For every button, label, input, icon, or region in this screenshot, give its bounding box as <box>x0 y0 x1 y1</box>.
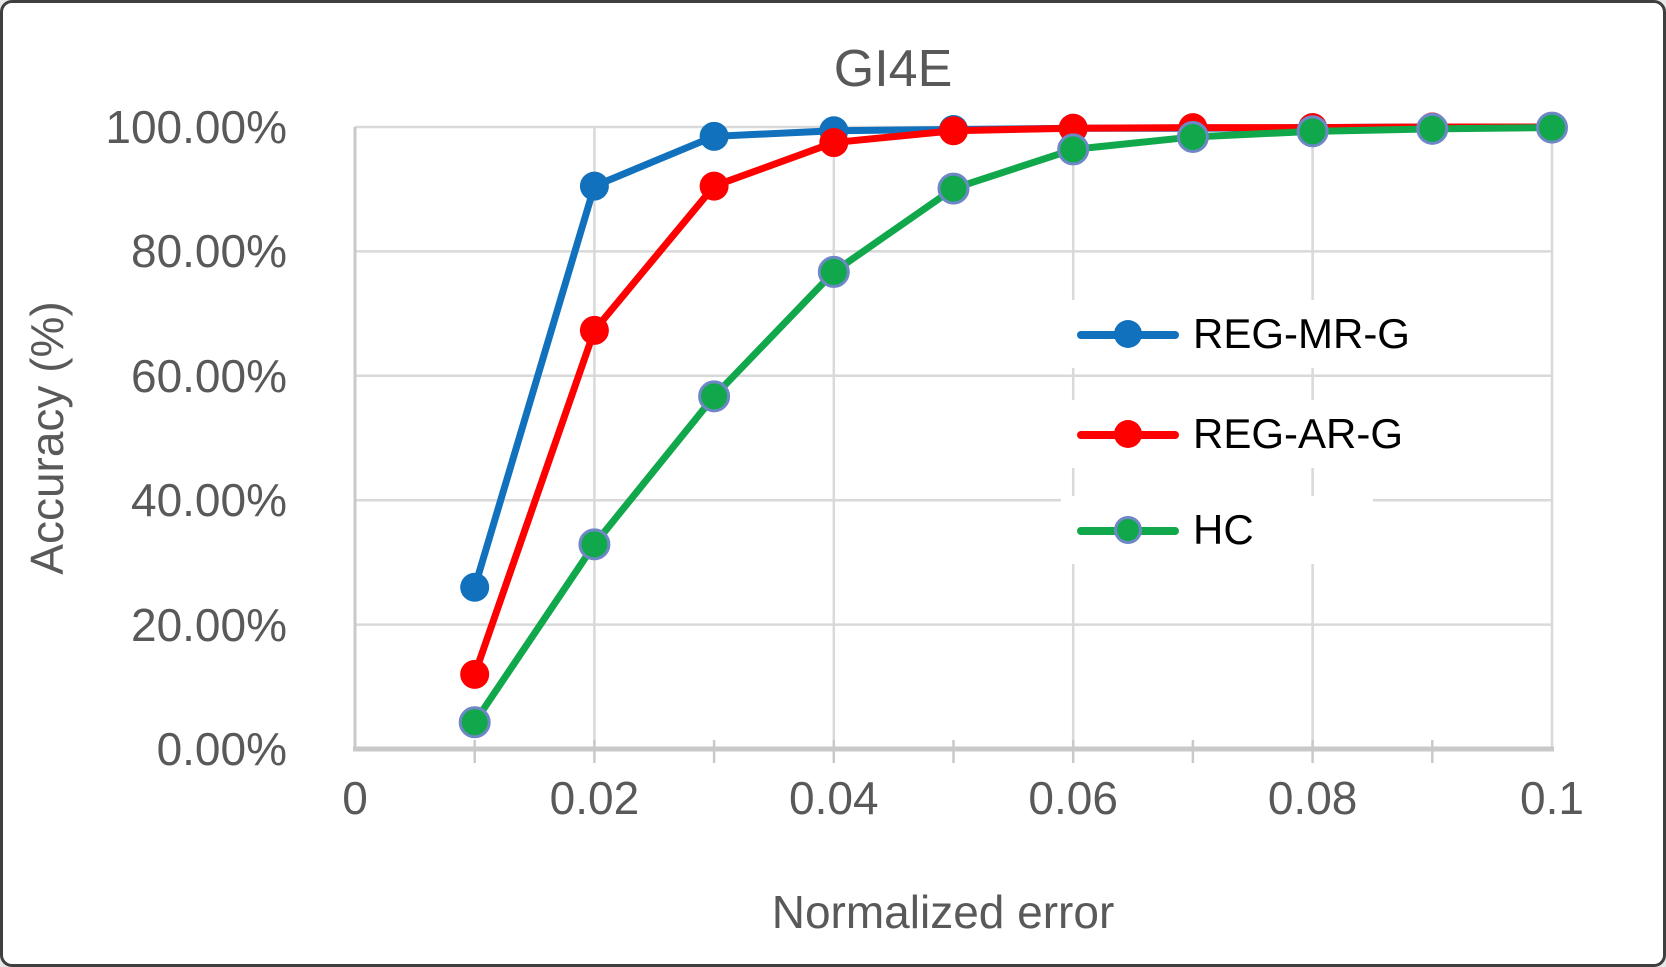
x-axis-title: Normalized error <box>771 886 1115 938</box>
y-tick-label: 0.00% <box>156 723 287 775</box>
data-point-marker <box>819 128 849 158</box>
x-tick-label: 0.06 <box>1028 772 1118 824</box>
data-point-marker <box>939 116 968 146</box>
series-line-reg-ar-g <box>471 123 1556 678</box>
y-tick-label: 20.00% <box>130 598 287 651</box>
x-tick-label: 0.04 <box>789 772 879 824</box>
legend-item-reg-ar-g: REG-AR-G <box>1061 400 1403 468</box>
data-point-marker <box>1416 112 1449 145</box>
legend-marker-icon <box>1114 320 1142 348</box>
data-point-marker <box>698 380 731 413</box>
data-point-marker <box>460 572 490 602</box>
legend-label: REG-AR-G <box>1193 410 1403 457</box>
data-point-marker <box>817 255 850 288</box>
legend-swatch-icon <box>1077 515 1179 545</box>
series-line-hc <box>471 124 1556 726</box>
data-point-marker <box>458 706 491 739</box>
legend-label: REG-MR-G <box>1193 310 1410 357</box>
data-point-marker <box>1176 120 1209 153</box>
data-point-marker <box>579 315 609 345</box>
legend-label: HC <box>1193 506 1254 553</box>
chart-title: GI4E <box>833 40 953 98</box>
data-point-marker <box>1296 115 1329 148</box>
data-point-marker <box>1536 111 1568 144</box>
y-tick-label: 80.00% <box>130 225 287 278</box>
y-axis-title: Accuracy (%) <box>21 301 73 575</box>
data-point-marker <box>937 172 970 205</box>
x-tick-label: 0.02 <box>549 772 640 824</box>
data-point-marker <box>460 659 490 689</box>
legend-swatch-icon <box>1077 419 1179 449</box>
x-tick-label: 0.1 <box>1520 772 1584 824</box>
legend-marker-icon <box>1114 516 1142 544</box>
plot-area <box>353 111 1568 763</box>
legend-item-hc: HC <box>1061 496 1373 564</box>
legend-marker-icon <box>1114 420 1142 448</box>
data-point-marker <box>578 528 611 561</box>
data-point-marker <box>579 171 609 201</box>
x-tick-label: 0 <box>342 772 368 824</box>
legend-swatch-icon <box>1077 319 1179 349</box>
legend-item-reg-mr-g: REG-MR-G <box>1061 300 1410 368</box>
data-point-marker <box>699 121 729 151</box>
data-point-marker <box>1057 133 1090 166</box>
y-tick-label: 100.00% <box>105 101 287 153</box>
y-tick-label: 60.00% <box>130 349 287 402</box>
data-point-marker <box>699 171 729 201</box>
y-tick-label: 40.00% <box>130 474 287 527</box>
x-tick-label: 0.08 <box>1267 772 1358 824</box>
